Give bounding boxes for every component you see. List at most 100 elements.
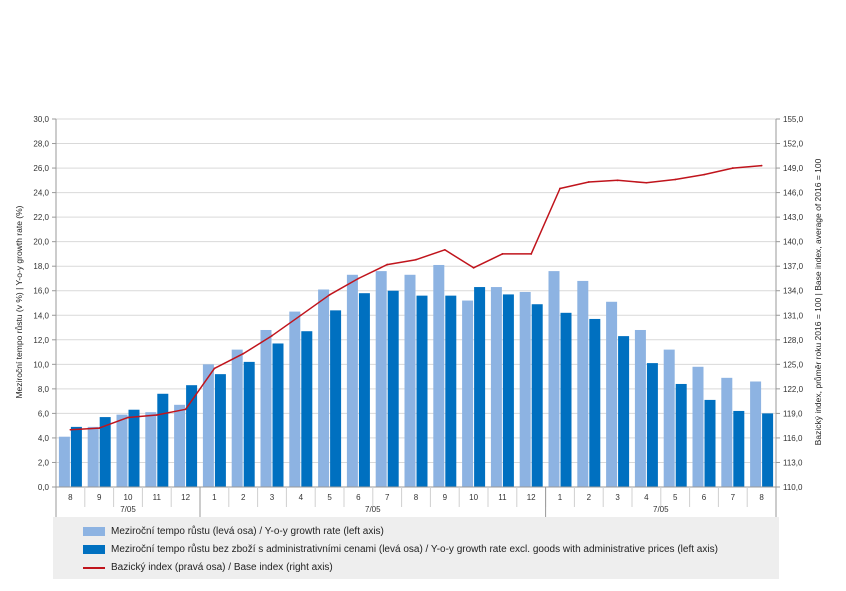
legend-swatch-growth-excl xyxy=(83,545,105,554)
base-index-point xyxy=(242,352,245,355)
bar-growth xyxy=(202,364,214,487)
bar-growth xyxy=(548,271,560,487)
base-index-point xyxy=(328,293,331,296)
y-left-tick-label: 8,0 xyxy=(38,385,50,394)
legend-label-base-index: Bazický index (pravá osa) / Base index (… xyxy=(111,562,333,573)
base-index-point xyxy=(559,187,561,190)
base-index-point xyxy=(674,178,677,181)
bar-growth xyxy=(490,287,502,487)
bar-growth xyxy=(289,311,301,487)
legend-item-growth: Meziroční tempo růstu (levá osa) / Y-o-y… xyxy=(83,526,384,537)
bar-growth-excl-admin xyxy=(272,343,284,487)
legend-item-growth-excl: Meziroční tempo růstu bez zboží s admini… xyxy=(83,544,718,555)
base-index-point xyxy=(587,181,590,183)
bar-growth-excl-admin xyxy=(99,417,111,487)
x-tick-label: 9 xyxy=(97,493,102,502)
bar-growth xyxy=(174,404,186,487)
x-group-label: 7/05 xyxy=(653,505,669,514)
y-right-axis-label: Bazický index, průměr roku 2016 = 100 | … xyxy=(813,158,823,445)
x-tick-label: 2 xyxy=(241,493,246,502)
bar-growth-excl-admin xyxy=(243,361,255,487)
bar-growth-excl-admin xyxy=(531,304,543,487)
y-right-tick-label: 131,0 xyxy=(783,311,804,320)
bar-growth-excl-admin xyxy=(214,374,226,487)
base-index-point xyxy=(299,314,302,317)
y-right-tick-label: 155,0 xyxy=(783,115,804,124)
base-index-point xyxy=(443,248,446,251)
bar-growth-excl-admin xyxy=(128,409,140,487)
y-right-tick-label: 152,0 xyxy=(783,140,804,149)
x-tick-label: 10 xyxy=(124,493,133,502)
bar-growth xyxy=(462,300,474,487)
bars xyxy=(58,264,774,487)
x-tick-label: 5 xyxy=(327,493,332,502)
y-right-tick-label: 122,0 xyxy=(783,385,804,394)
y-left-tick-label: 2,0 xyxy=(38,458,50,467)
x-tick-label: 2 xyxy=(587,493,592,502)
x-tick-label: 1 xyxy=(558,493,563,502)
bar-growth-excl-admin xyxy=(704,399,716,487)
base-index-point xyxy=(357,277,360,280)
x-tick-label: 1 xyxy=(212,493,217,502)
base-index-point xyxy=(271,334,273,337)
x-tick-label: 12 xyxy=(181,493,190,502)
bar-growth xyxy=(634,329,646,487)
y-left-tick-label: 0,0 xyxy=(38,483,50,492)
base-index-point xyxy=(386,263,389,266)
x-tick-label: 3 xyxy=(615,493,620,502)
bar-growth xyxy=(433,264,445,487)
base-index-point xyxy=(501,253,504,255)
bar-growth xyxy=(519,291,531,487)
axes: 0,0 2,0 4,0 6,0 8,0 10,0 12,0 14,0 16,0 18,0 20,0 2… xyxy=(33,115,804,517)
y-right-tick-label: 146,0 xyxy=(783,189,804,198)
bar-growth-excl-admin xyxy=(387,290,399,487)
bar-growth-excl-admin xyxy=(502,294,514,487)
legend: Meziroční tempo růstu (levá osa) / Y-o-y… xyxy=(53,517,779,579)
y-left-tick-label: 14,0 xyxy=(33,311,49,320)
base-index-point xyxy=(645,181,648,184)
bar-growth-excl-admin xyxy=(186,385,198,487)
bar-growth xyxy=(346,274,358,487)
base-index-point xyxy=(98,427,101,430)
bar-growth xyxy=(145,412,157,487)
y-right-tick-label: 137,0 xyxy=(783,262,804,271)
y-left-tick-label: 16,0 xyxy=(33,287,49,296)
x-tick-label: 6 xyxy=(702,493,707,502)
base-index-point xyxy=(69,428,72,431)
y-left-tick-label: 20,0 xyxy=(33,238,49,247)
y-left-tick-label: 12,0 xyxy=(33,336,49,345)
x-tick-label: 11 xyxy=(498,493,507,502)
y-right-tick-label: 119,0 xyxy=(783,409,803,418)
x-group-label: 7/05 xyxy=(365,505,381,514)
x-tick-label: 9 xyxy=(443,493,448,502)
y-right-tick-label: 128,0 xyxy=(783,336,804,345)
x-tick-label: 8 xyxy=(68,493,73,502)
y-left-tick-label: 30,0 xyxy=(33,115,49,124)
y-right-tick-label: 116,0 xyxy=(783,434,803,443)
bar-growth-excl-admin xyxy=(301,331,313,487)
y-right-tick-label: 113,0 xyxy=(783,458,803,467)
x-tick-label: 10 xyxy=(469,493,478,502)
bar-growth-excl-admin xyxy=(560,312,572,487)
legend-label-growth: Meziroční tempo růstu (levá osa) / Y-o-y… xyxy=(111,526,384,537)
bar-growth-excl-admin xyxy=(416,295,428,487)
y-left-tick-label: 24,0 xyxy=(33,189,49,198)
base-index-point xyxy=(415,258,417,261)
x-tick-label: 4 xyxy=(299,493,304,502)
bar-growth xyxy=(606,301,618,487)
bar-growth-excl-admin xyxy=(70,426,82,487)
bar-growth xyxy=(577,280,589,487)
y-right-tick-label: 125,0 xyxy=(783,360,804,369)
bar-growth-excl-admin xyxy=(445,295,457,487)
base-index-point xyxy=(155,414,158,416)
bar-growth-excl-admin xyxy=(157,393,169,487)
y-left-axis-label: Meziroční tempo růstu (v %) | Y-o-y grow… xyxy=(14,205,24,398)
bar-growth-excl-admin xyxy=(330,310,342,487)
bar-growth xyxy=(87,426,99,487)
y-left-tick-label: 10,0 xyxy=(33,360,49,369)
base-index-line xyxy=(69,164,763,431)
base-index-point xyxy=(184,408,187,411)
y-left-tick-label: 4,0 xyxy=(38,434,50,443)
bar-growth-excl-admin xyxy=(762,413,774,487)
bar-growth-excl-admin xyxy=(675,383,687,487)
